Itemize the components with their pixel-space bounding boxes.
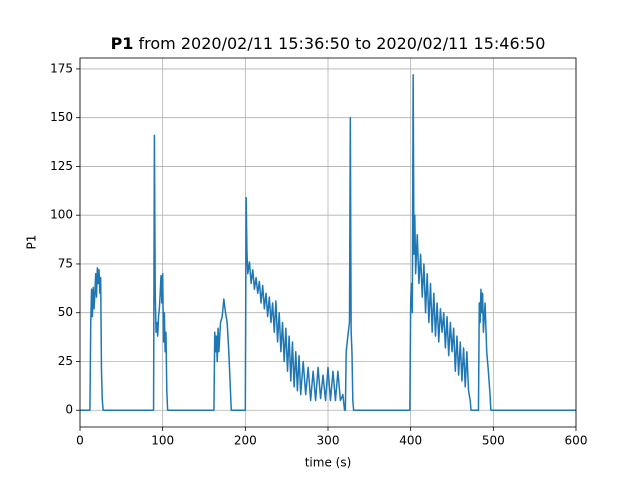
title-rest: from 2020/02/11 15:36:50 to 2020/02/11 1… xyxy=(139,34,546,53)
y-tick-label: 25 xyxy=(58,354,73,368)
y-tick-label: 50 xyxy=(58,305,73,319)
y-tick-label: 175 xyxy=(50,61,73,75)
title-bold: P1 xyxy=(111,34,134,53)
y-tick-label: 100 xyxy=(50,208,73,222)
x-tick-label: 0 xyxy=(76,434,84,448)
x-tick-label: 600 xyxy=(565,434,588,448)
y-tick-label: 150 xyxy=(50,110,73,124)
y-tick-label: 75 xyxy=(58,256,73,270)
y-tick-label: 0 xyxy=(65,403,73,417)
x-tick-label: 500 xyxy=(482,434,505,448)
x-tick-label: 100 xyxy=(151,434,174,448)
y-axis-label: P1 xyxy=(25,235,39,250)
x-tick-label: 300 xyxy=(317,434,340,448)
y-tick-label: 125 xyxy=(50,159,73,173)
x-tick-label: 200 xyxy=(234,434,257,448)
plot-frame xyxy=(79,57,577,428)
x-tick-label: 400 xyxy=(399,434,422,448)
chart-title: P1 from 2020/02/11 15:36:50 to 2020/02/1… xyxy=(111,34,546,53)
x-axis-label: time (s) xyxy=(305,456,352,470)
data-line xyxy=(80,74,576,411)
